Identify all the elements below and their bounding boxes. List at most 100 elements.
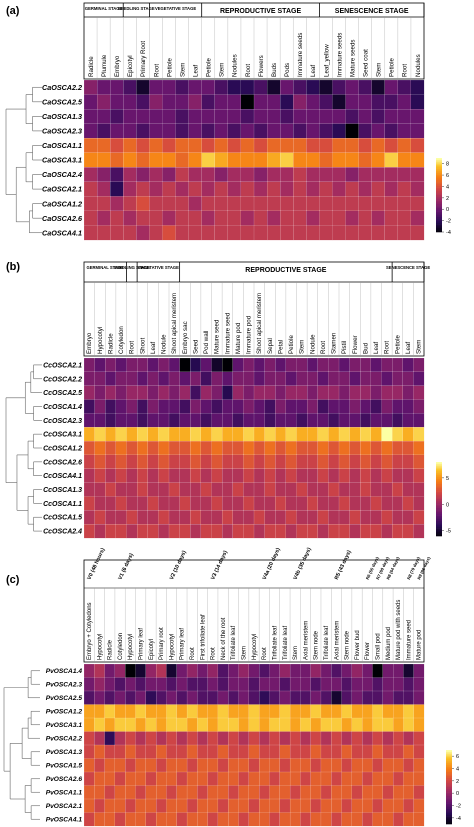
heatmap-cell <box>253 123 268 139</box>
heatmap-cell <box>175 225 189 241</box>
heatmap-cell <box>360 468 372 483</box>
heatmap-cell <box>332 79 346 95</box>
heatmap-cell <box>186 690 198 705</box>
heatmap-cell <box>232 510 244 525</box>
heatmap-cell <box>331 758 342 773</box>
heatmap-cell <box>338 399 350 414</box>
heatmap-cell <box>410 210 425 226</box>
colorbar-segment <box>446 798 452 801</box>
heatmap-cell <box>238 744 250 759</box>
stage-header: SENESCENCE STAGE <box>335 8 409 15</box>
row-label: CcOSCA1.2 <box>43 445 82 452</box>
colorbar-segment <box>436 202 442 205</box>
stage-header: V1 (6 days) <box>117 552 135 581</box>
heatmap-cell <box>123 225 137 241</box>
heatmap-cell <box>137 496 148 511</box>
heatmap-cell <box>410 123 425 139</box>
heatmap-cell <box>186 677 198 692</box>
heatmap-cell <box>307 413 318 428</box>
heatmap-cell <box>114 771 126 786</box>
heatmap-cell <box>94 663 105 678</box>
heatmap-cell <box>168 454 180 469</box>
heatmap-cell <box>156 798 167 813</box>
row-label: PvOSCA1.1 <box>46 790 83 797</box>
heatmap-cell <box>222 510 233 525</box>
heatmap-cell <box>156 812 167 827</box>
colorbar-segment <box>446 818 452 821</box>
heatmap-cell <box>186 704 198 719</box>
heatmap-cell <box>393 758 404 773</box>
heatmap-cell <box>410 79 425 95</box>
heatmap-cell <box>384 109 399 124</box>
heatmap-cell <box>381 524 393 539</box>
heatmap-cell <box>253 413 265 428</box>
heatmap-cell <box>307 371 318 386</box>
heatmap-cell <box>280 152 294 168</box>
heatmap-cell <box>145 812 157 827</box>
heatmap-cell <box>307 399 318 414</box>
heatmap-cell <box>341 731 353 746</box>
heatmap-cell <box>240 167 255 183</box>
colorbar-segment <box>436 213 442 216</box>
heatmap-cell <box>166 663 177 678</box>
heatmap-cell <box>214 123 229 139</box>
heatmap-cell <box>214 79 229 95</box>
heatmap-cell <box>275 524 287 539</box>
heatmap-cell <box>253 427 265 442</box>
colorbar-segment <box>436 528 442 531</box>
heatmap-cell <box>280 167 294 183</box>
heatmap-cell <box>114 717 126 732</box>
heatmap-cell <box>279 704 291 719</box>
heatmap-cell <box>168 357 180 373</box>
heatmap-cell <box>190 427 202 442</box>
colorbar-segment <box>436 502 442 505</box>
colorbar-segment <box>436 491 442 494</box>
heatmap-cell <box>285 441 297 456</box>
heatmap-cell <box>248 663 260 678</box>
heatmap-cell <box>300 744 311 759</box>
heatmap-cell <box>392 482 403 497</box>
colorbar-tick-label: 4 <box>456 767 459 773</box>
heatmap-cell <box>83 167 98 183</box>
heatmap-cell <box>211 399 223 414</box>
heatmap-cell <box>248 677 260 692</box>
stage-header: SENESCENCE STAGE <box>386 265 430 270</box>
heatmap-cell <box>413 441 425 456</box>
heatmap-cell <box>259 758 270 773</box>
heatmap-cell <box>114 690 126 705</box>
heatmap-cell <box>228 771 239 786</box>
heatmap-cell <box>166 758 177 773</box>
heatmap-cell <box>413 785 425 800</box>
column-label: Immature seeds <box>297 33 304 77</box>
heatmap-cell <box>145 663 157 678</box>
heatmap-cell <box>351 798 363 813</box>
heatmap-cell <box>293 94 307 110</box>
heatmap-cell <box>97 225 111 241</box>
heatmap-cell <box>156 758 167 773</box>
heatmap-cell <box>381 357 393 373</box>
heatmap-cell <box>370 496 382 511</box>
heatmap-cell <box>345 167 359 183</box>
heatmap-cell <box>397 196 412 212</box>
heatmap-cell <box>345 79 359 95</box>
heatmap-cell <box>410 225 425 241</box>
heatmap-cell <box>201 167 215 183</box>
heatmap-cell <box>123 167 137 183</box>
column-label: Shoot <box>139 338 146 354</box>
heatmap-cell <box>393 798 404 813</box>
colorbar-segment <box>436 165 442 168</box>
heatmap-cell <box>285 427 297 442</box>
heatmap-cell <box>190 524 202 539</box>
heatmap-cell <box>307 496 318 511</box>
colorbar-segment <box>436 217 442 220</box>
heatmap-cell <box>188 210 202 226</box>
heatmap-cell <box>372 798 384 813</box>
colorbar-tick-label: 8 <box>446 162 449 168</box>
heatmap-cell <box>168 510 180 525</box>
heatmap-cell <box>222 385 233 400</box>
heatmap-cell <box>228 758 239 773</box>
heatmap-cell <box>300 704 311 719</box>
colorbar-segment <box>436 215 442 218</box>
heatmap-cell <box>267 123 281 139</box>
column-label: Petal <box>277 340 284 354</box>
